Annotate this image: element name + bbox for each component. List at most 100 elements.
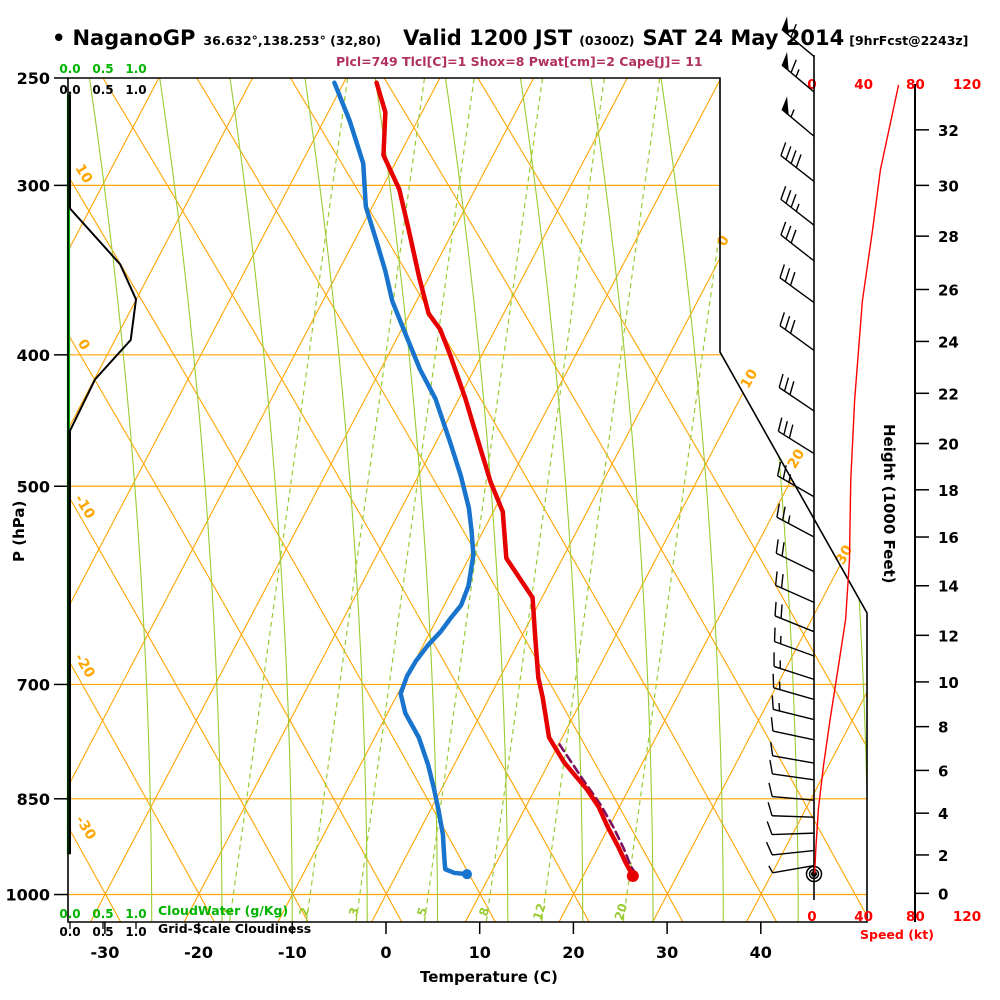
scale-tick: 0.5 (92, 925, 114, 939)
wind-barb-shaft (772, 773, 815, 781)
wind-barb-feather (790, 23, 797, 38)
wind-barb-feather (771, 695, 774, 710)
valid-date: SAT 24 May 2014 (642, 26, 845, 50)
mixing-ratio-line (484, 78, 607, 922)
wind-barb-feather (788, 424, 794, 439)
tick-label: -30 (72, 813, 99, 843)
dry-adiabat-line (285, 78, 782, 922)
station-circle (805, 865, 823, 883)
dry-adiabat-line (68, 78, 501, 922)
tick-label: 32 (938, 122, 959, 140)
wind-barb-shaft (780, 234, 815, 262)
dewpoint-curve (332, 80, 476, 877)
isotherm-line (741, 78, 867, 922)
parcel-curve (558, 743, 637, 874)
wind-barb-feather (774, 571, 778, 586)
scale-tick: 0.5 (92, 83, 114, 97)
moist-adiabat-line (589, 78, 654, 922)
wind-barb-shaft (776, 516, 815, 538)
wind-barb-feather (789, 381, 795, 395)
cloudiness-scale-bottom: 0.0 0.5 1.0 (57, 921, 149, 940)
zulu-time: (0300Z) (579, 33, 635, 48)
wind-barb-feather (790, 193, 797, 208)
speed-axis-label: Speed (kt) (860, 927, 934, 942)
tick-label: 300 (17, 176, 50, 195)
tick-label: 22 (938, 385, 959, 403)
tick-label: 10 (71, 161, 95, 186)
wind-barb-feather (784, 316, 791, 330)
tick-label: 26 (938, 281, 959, 299)
scale-tick: 0.0 (59, 62, 81, 76)
sounding-indices: Plcl=749 Tlcl[C]=1 Shox=8 Pwat[cm]=2 Cap… (336, 54, 703, 69)
mixing-ratio-line (422, 78, 545, 922)
speed-profile-line (813, 84, 900, 874)
wind-barb-feather (770, 717, 774, 732)
tick-label: 20 (612, 902, 630, 922)
moist-adiabat-line (735, 78, 799, 922)
wind-barb-shaft (772, 730, 815, 741)
isotherm-line (460, 78, 867, 922)
cloudiness-legend: Grid-Scale Cloudiness (158, 921, 312, 936)
parcel-curve-line (558, 743, 637, 874)
wind-barb-half-feather (768, 865, 774, 874)
tick-label: 0 (380, 943, 391, 962)
wind-barb-feather (785, 146, 792, 160)
dry-adiabat-line (68, 78, 220, 922)
moist-adiabat-line (229, 78, 293, 922)
wind-barb-shaft (778, 430, 815, 455)
wind-barb-pennant (781, 51, 789, 71)
scale-tick: 1.0 (125, 83, 147, 97)
moist-adiabat-line (158, 78, 223, 922)
tick-label: 40 (750, 943, 772, 962)
temperature-axis: -30 -20 -10 0 10 20 30 40 (69, 922, 772, 962)
wind-barb-shaft (774, 640, 815, 657)
wind-barb-pennant (781, 96, 789, 116)
moist-adiabat-line (88, 78, 153, 922)
isotherm-line (554, 78, 867, 922)
cloudwater-legend: CloudWater (g/Kg) (158, 903, 289, 918)
speed-profile (813, 84, 900, 874)
tick-label: 10 (469, 943, 491, 962)
wind-barb-feather (780, 604, 783, 619)
tick-label: 28 (938, 228, 959, 246)
isotherm-line (68, 78, 351, 922)
tick-label: 20 (785, 446, 809, 471)
tick-label: 20 (938, 436, 959, 454)
tick-label: -10 (278, 943, 307, 962)
tick-label: 0 (807, 909, 816, 925)
isotherm-line (68, 78, 164, 922)
temperature-axis-label: Temperature (C) (420, 968, 558, 986)
wind-barb-feather (780, 573, 784, 589)
wind-barb-feather (779, 312, 786, 326)
tick-label: 10 (738, 366, 762, 391)
dewpoint-curve-line (332, 80, 476, 877)
wind-barbs (765, 16, 815, 900)
tick-label: 500 (17, 477, 50, 496)
wind-barb-half-feather (795, 69, 800, 78)
moist-adiabat-line (660, 78, 724, 922)
pressure-axis-label: P (hPa) (10, 500, 28, 562)
wind-barb-feather (767, 802, 773, 816)
isotherm-line (648, 78, 867, 922)
tick-label: -20 (71, 651, 98, 681)
temperature-curve-line (374, 80, 636, 879)
tick-label: 18 (938, 482, 959, 500)
wind-barb-half-feather (778, 702, 781, 712)
wind-barb-half-feather (787, 515, 791, 524)
wind-barb-feather (768, 782, 773, 797)
tick-label: -30 (90, 943, 119, 962)
dry-adiabat-line (68, 78, 407, 922)
isotherm-line (68, 78, 258, 922)
wind-barb-shaft (773, 687, 815, 701)
tick-label: 850 (17, 790, 50, 809)
tick-label: 0 (74, 337, 93, 354)
tick-label: 14 (938, 578, 959, 596)
wind-barb-feather (778, 373, 784, 388)
wind-barb-shaft (775, 584, 815, 604)
wind-barb-half-feather (795, 203, 800, 212)
wind-barb-feather (769, 741, 774, 756)
